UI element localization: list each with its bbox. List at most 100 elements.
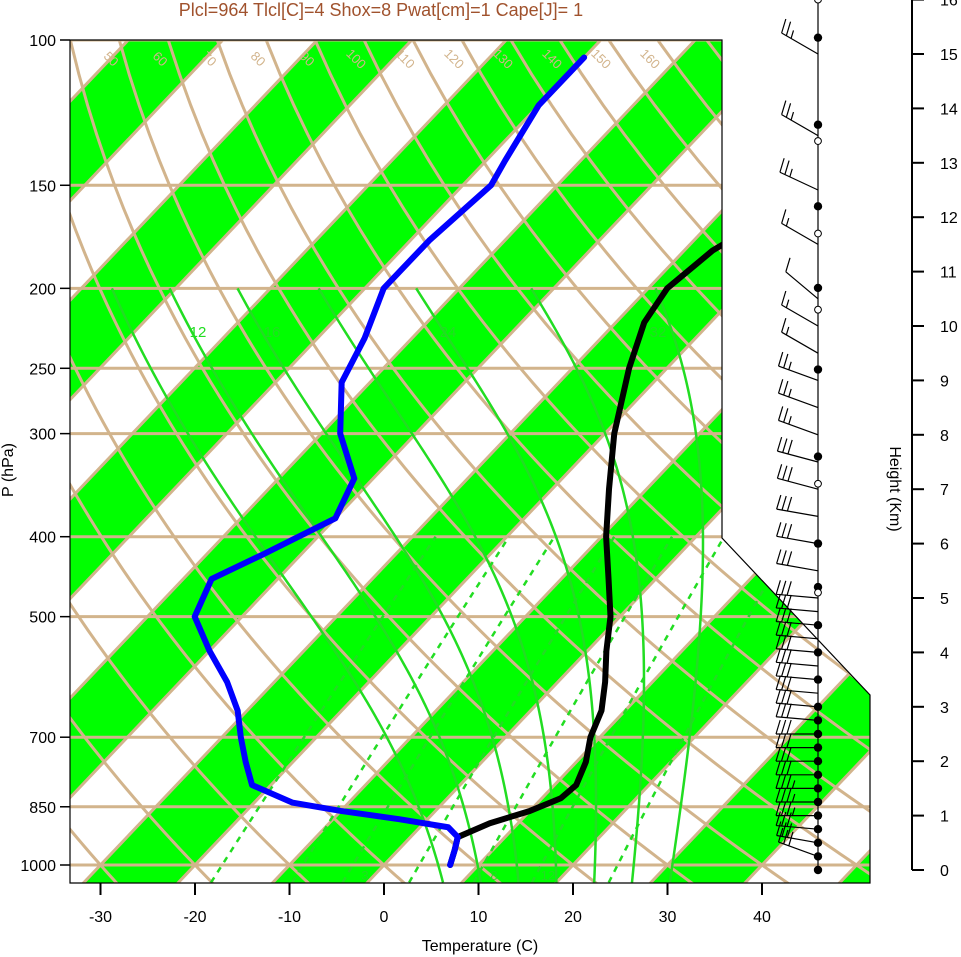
wind-barb-flag (781, 550, 787, 565)
wind-barb-flag (776, 464, 783, 479)
wind-barb-flag (781, 523, 787, 538)
wind-barb-flag (775, 634, 781, 649)
wind-barb (775, 787, 818, 803)
wind-barb-flag (791, 793, 796, 803)
wind-barb (775, 747, 818, 762)
height-tick-label: 10 (940, 319, 958, 336)
wind-barb-staff (776, 593, 819, 599)
wind-barb-flag (786, 496, 793, 512)
pressure-tick-label: 850 (29, 800, 56, 817)
moist-adiabat-label: 24 (440, 324, 457, 341)
wind-barb-staff (777, 450, 819, 463)
wind-barb-flag (775, 607, 781, 622)
wind-barb-flag (785, 217, 790, 227)
wind-barb-flag (786, 733, 792, 748)
wind-barb (776, 436, 819, 463)
height-tick-label: 9 (940, 373, 949, 390)
wind-barb-staff (781, 304, 819, 327)
moist-adiabat-line (415, 287, 598, 883)
wind-barb-staff (776, 702, 819, 708)
moist-adiabat-line (530, 287, 646, 883)
wind-barb-staff (776, 562, 819, 572)
height-point (813, 865, 823, 875)
wind-barb (776, 549, 819, 572)
isotherm-line (226, 40, 870, 883)
wind-barb (776, 522, 819, 545)
isotherm-side-label: 10 (742, 535, 770, 563)
pressure-tick-label: 250 (29, 361, 56, 378)
height-point-open (814, 229, 822, 238)
height-point (813, 582, 823, 592)
wind-barb-flag (776, 821, 782, 836)
dry-adiabat-line (420, 40, 870, 883)
dry-adiabat-line (70, 40, 521, 883)
mixing-ratio-label: 8 (490, 868, 497, 883)
wind-barb-flag (786, 676, 792, 691)
wind-barb-staff (776, 620, 819, 626)
wind-barb (775, 760, 818, 776)
wind-barb-flag (775, 801, 781, 816)
wind-barb-flag (787, 439, 793, 455)
dry-adiabat-label: 80 (248, 48, 269, 69)
isotherm-line (604, 40, 870, 883)
height-point (813, 283, 823, 293)
wind-barb-flag (786, 787, 792, 803)
wind-barb-staff (778, 392, 819, 409)
height-tick-label: 12 (940, 210, 958, 227)
height-tick-label: 2 (940, 754, 949, 771)
wind-barb (775, 620, 819, 640)
wind-barb-flag (785, 21, 792, 36)
wind-barb-flag (781, 635, 787, 650)
wind-barb-flag (780, 733, 787, 748)
moist-adiabat-line (654, 287, 705, 883)
wind-barb-flag (786, 703, 792, 718)
wind-barb-flag (786, 760, 792, 775)
wind-barb-flag (781, 580, 787, 595)
wind-barb (776, 464, 819, 490)
height-point-open (814, 305, 822, 314)
wind-barb-flag (777, 351, 784, 367)
isotherm-line (70, 40, 867, 883)
isotherm-line (70, 40, 773, 883)
wind-barb (779, 158, 819, 191)
x-axis-label: Temperature (C) (422, 938, 538, 955)
wind-barb-flag (780, 801, 787, 816)
wind-barb-flag (776, 436, 783, 452)
wind-barb-flag (775, 661, 781, 677)
wind-barb-flag (786, 621, 792, 637)
wind-barb-staff (785, 271, 819, 300)
wind-barb-flag (780, 719, 787, 735)
moist-adiabat-label: 32 (650, 324, 667, 341)
sounding-profiles (191, 54, 870, 868)
height-point (813, 452, 823, 461)
pressure-tick-label: 200 (29, 281, 56, 298)
temperature-tick-label: -30 (89, 909, 112, 926)
isotherm-band (416, 40, 870, 883)
wind-profile (775, 0, 823, 875)
isotherm-line (70, 40, 584, 883)
wind-barb-flag (777, 827, 784, 843)
wind-barb (775, 801, 818, 817)
height-tick-label: 7 (940, 482, 949, 499)
mixing-ratio-line (209, 536, 437, 883)
wind-barb-flag (781, 822, 787, 837)
wind-barb-flag (783, 353, 789, 369)
wind-barb-staff (776, 661, 819, 667)
wind-barb-flag (790, 111, 795, 121)
wind-barb-flag (791, 780, 796, 789)
wind-barb (775, 719, 818, 735)
chart-title: Plcl=964 Tlcl[C]=4 Shox=8 Pwat[cm]=1 Cap… (179, 0, 583, 20)
height-point-open (814, 588, 822, 597)
pressure-tick-label: 400 (29, 530, 56, 547)
wind-barb-staff (778, 841, 819, 857)
height-point-open (814, 137, 822, 145)
wind-barb (775, 593, 819, 613)
temperature-tick-label: 0 (380, 909, 389, 926)
wind-barb-staff (776, 648, 819, 653)
isotherm-line (415, 40, 870, 883)
wind-barb-flag (787, 466, 793, 482)
wind-barb-flag (784, 160, 790, 175)
wind-barb-flag (781, 648, 787, 663)
